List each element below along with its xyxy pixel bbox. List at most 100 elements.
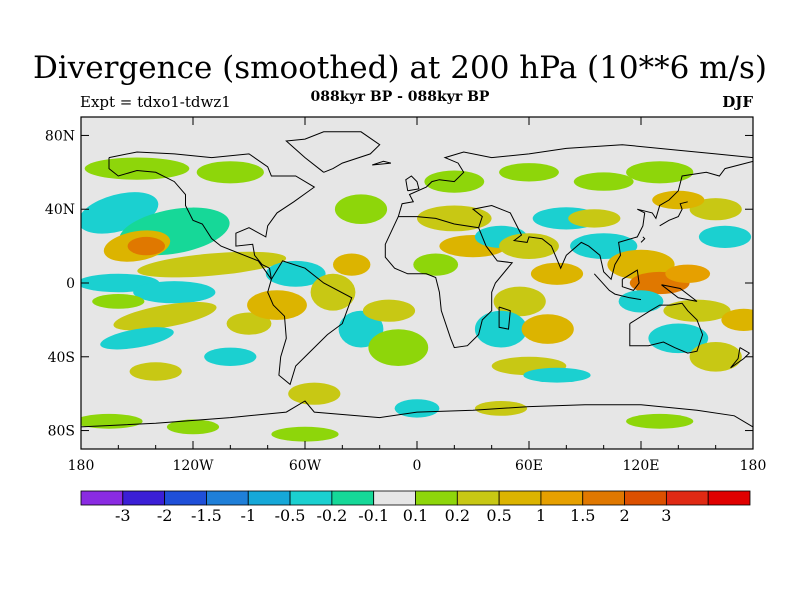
colorbar-label: 1 [535, 506, 547, 525]
field-contour [573, 172, 634, 191]
field-contour [689, 198, 742, 221]
field-contour [133, 281, 216, 304]
field-contour [92, 294, 145, 309]
coastline-segment [372, 160, 392, 166]
coastline-segment [81, 400, 753, 428]
coastline-segment [498, 306, 511, 330]
field-contour [521, 314, 574, 344]
coastline-segment [661, 284, 698, 302]
field-contour [499, 163, 559, 182]
colorbar-swatch [122, 490, 166, 506]
field-contour [127, 236, 165, 256]
lat-tick-label: 80N [45, 128, 75, 144]
field-contour [137, 251, 287, 278]
field-contour [626, 413, 694, 429]
coastline-segment [621, 269, 640, 291]
colorbar-label: -0.5 [274, 506, 306, 525]
colorbar-label: 0.2 [444, 506, 471, 525]
field-contour [394, 399, 440, 418]
lat-tick-label: 40S [48, 350, 75, 366]
field-contour [196, 161, 264, 184]
colorbar-swatch [498, 490, 542, 506]
colorbar-label: 2 [619, 506, 630, 525]
colorbar-swatch [415, 490, 458, 506]
coastline-segment [640, 236, 646, 243]
coastline-segment [285, 131, 381, 173]
field-contour [334, 194, 388, 224]
colorbar-swatch [582, 490, 625, 506]
coastline-segment [593, 273, 642, 301]
field-contour [665, 264, 711, 283]
coastline-segment [267, 260, 353, 386]
field-contour [338, 310, 384, 348]
season-label: DJF [722, 93, 753, 111]
colorbar-swatch [707, 490, 751, 506]
colorbar-swatch [80, 490, 124, 506]
lon-tick-label: 180 [68, 458, 95, 474]
colorbar-swatch [164, 490, 207, 506]
colorbar-label: 3 [661, 506, 672, 525]
field-contour [618, 290, 664, 313]
field-contour [84, 157, 190, 180]
colorbar-swatch [624, 490, 667, 506]
coastline-segment [471, 160, 753, 281]
lat-tick-label: 40N [45, 202, 75, 218]
axis-ticks: 80N 40N 0 40S 80S 180 120W 60W 0 60E 120E 180 [45, 117, 766, 474]
field-contour [474, 310, 528, 348]
coastline-segment [108, 151, 316, 280]
field-contour [204, 347, 257, 366]
field-contour [288, 382, 341, 405]
field-contour [247, 290, 307, 320]
divergence-field [81, 157, 753, 442]
coastline-segment [108, 157, 272, 280]
field-contour [689, 342, 742, 372]
lon-tick-label: 60W [289, 458, 322, 474]
field-contour [226, 312, 272, 335]
field-contour [652, 190, 705, 210]
field-contour [362, 299, 416, 322]
coastline-segment [730, 347, 751, 369]
lat-tick-label: 0 [66, 276, 75, 292]
lon-tick-label: 60E [515, 458, 543, 474]
field-contour [523, 367, 591, 383]
colorbar-label: -1 [240, 506, 257, 525]
colorbar-swatch [665, 490, 709, 506]
field-contour [626, 161, 694, 184]
lon-tick-label: 120W [172, 458, 214, 474]
colorbar-label: -0.1 [358, 506, 390, 525]
field-contour [166, 419, 220, 435]
colorbar-swatch [331, 490, 375, 506]
colorbar-swatch [206, 490, 249, 506]
colorbar-label: 1.5 [570, 506, 596, 525]
coastlines [81, 131, 753, 428]
chart-title: Divergence (smoothed) at 200 hPa (10**6 … [33, 50, 767, 86]
colorbar [80, 490, 751, 506]
experiment-label: Expt = tdxo1-tdwz1 [80, 93, 231, 111]
field-contour [663, 299, 731, 322]
lon-tick-label: 120E [623, 458, 660, 474]
colorbar-label: -0.2 [316, 506, 348, 525]
chart-subtitle: 088kyr BP - 088kyr BP [310, 89, 490, 105]
colorbar-swatch [456, 490, 500, 506]
field-contour [310, 273, 356, 311]
field-contour [100, 327, 174, 350]
field-contour [721, 308, 753, 331]
lat-tick-label: 80S [48, 424, 75, 440]
colorbar-label: -2 [156, 506, 173, 525]
field-contour [493, 286, 546, 317]
coastline-segment [629, 302, 704, 354]
coastline-segment [405, 175, 420, 192]
colorbar-swatch [540, 490, 584, 506]
coastline-segment [397, 144, 753, 217]
colorbar-swatch [247, 490, 291, 506]
field-contour [333, 253, 371, 276]
field-contour [271, 426, 339, 442]
field-contour [129, 362, 182, 381]
colorbar-swatch [289, 490, 333, 506]
lon-tick-label: 0 [413, 458, 422, 474]
field-contour [417, 205, 492, 232]
colorbar-label: -1.5 [191, 506, 222, 525]
field-contour [698, 225, 752, 248]
coastline-segment [659, 201, 688, 227]
